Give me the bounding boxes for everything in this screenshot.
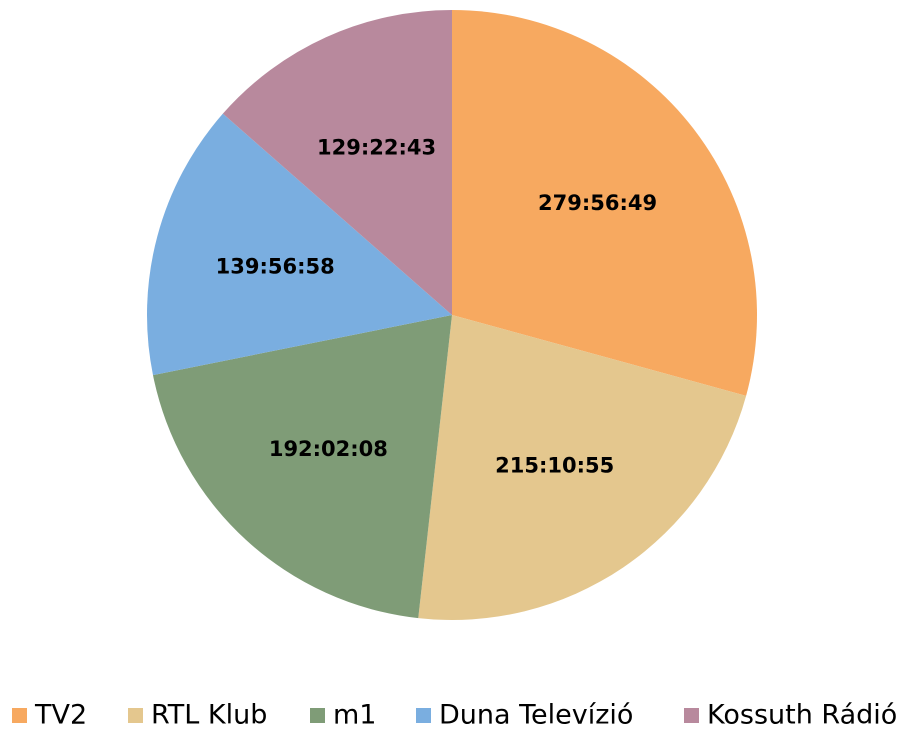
pie-slice [146, 113, 452, 376]
legend-swatch [12, 708, 27, 723]
legend-label: RTL Klub [151, 700, 267, 729]
legend-label: Duna Televízió [439, 700, 633, 729]
legend-swatch [416, 708, 431, 723]
pie-slice [452, 10, 757, 396]
legend-swatch [128, 708, 143, 723]
slice-label: 279:56:49 [538, 191, 657, 215]
pie-slice [222, 10, 452, 315]
legend-swatch [684, 708, 699, 723]
pie-slice [418, 315, 747, 620]
slice-label: 192:02:08 [269, 437, 388, 461]
slice-label: 215:10:55 [495, 453, 614, 477]
legend-swatch [310, 708, 325, 723]
slice-label: 129:22:43 [317, 135, 436, 159]
legend-label: Kossuth Rádió [707, 700, 897, 729]
legend-label: TV2 [34, 700, 87, 729]
legend-label: m1 [333, 700, 376, 729]
slice-label: 139:56:58 [216, 255, 335, 279]
pie-slice [152, 315, 452, 619]
